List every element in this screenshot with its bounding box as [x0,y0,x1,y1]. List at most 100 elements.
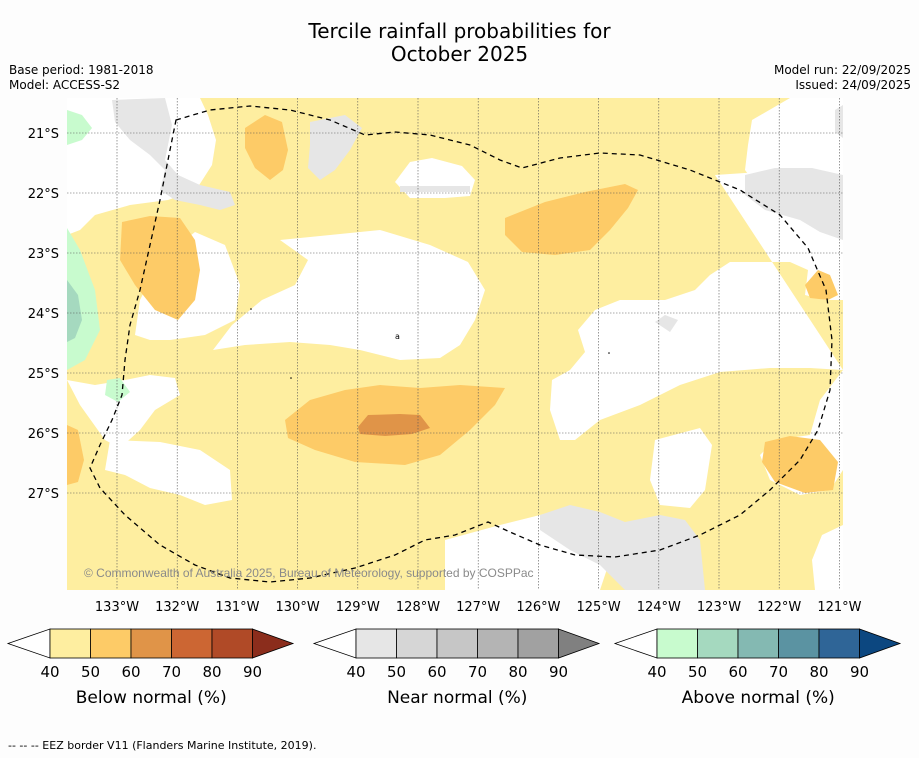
longitude-label: 121°W [817,600,861,615]
colorbars: 40 50 60 70 80 90 Below normal (%) 40 50 60 70 80 90… [6,628,902,708]
colorbar-3: 40 50 60 70 80 90 Above normal (%) [613,628,902,708]
latitude-label: 25°S [28,367,59,382]
below-normal-50-region [762,436,838,493]
colorbar-segment [355,628,397,659]
colorbar-label: Near normal (%) [387,688,527,708]
colorbar-tick: 40 [647,663,666,681]
longitude-label: 133°W [95,600,139,615]
colorbar-segment [737,628,779,659]
island-mark [608,352,610,354]
longitude-label: 132°W [155,600,199,615]
colorbar-segment [171,628,213,659]
below-normal-50-region [805,270,838,300]
no-signal-region [67,98,216,235]
above-normal-40-region [105,378,130,402]
colorbar-tick: 60 [728,663,747,681]
latitude-label: 21°S [28,127,59,142]
colorbar-tick: 80 [202,663,221,681]
map-title-line1: Tercile rainfall probabilities for [308,19,611,43]
eez-footnote: -- -- -- EEZ border V11 (Flanders Marine… [8,739,317,752]
colorbar-max-extension [252,628,295,659]
colorbar-segment [697,628,739,659]
eez-border [89,105,833,583]
colorbar-min-extension [613,628,658,659]
longitude-label: 124°W [637,600,681,615]
graticule [67,98,843,590]
colorbar-segment [49,628,91,659]
island-mark [290,377,292,379]
near-normal-40-region [112,98,235,210]
colorbar-tick: 90 [850,663,869,681]
colorbar-segment [90,628,132,659]
longitude-label: 128°W [396,600,440,615]
colorbar-1: 40 50 60 70 80 90 Below normal (%) [6,628,295,708]
near-normal-40-region [308,115,362,180]
latitude-label: 22°S [28,187,59,202]
longitude-label: 131°W [215,600,259,615]
latitude-label: 24°S [28,307,59,322]
colorbar-segment [778,628,820,659]
colorbar-tick: 60 [427,663,446,681]
colorbar-tick: 50 [688,663,707,681]
near-normal-40-region [655,315,678,332]
colorbar-tick: 70 [162,663,181,681]
island-mark [250,308,252,310]
longitude-label: 125°W [577,600,621,615]
colorbar-segment [211,628,253,659]
near-normal-40-region [400,186,470,192]
no-signal-region [105,440,232,505]
above-normal-50-region [67,280,82,342]
island-mark: a [395,332,400,341]
below-normal-50-region [245,115,288,180]
no-signal-region [650,428,712,508]
above-normal-40-region [67,110,92,145]
colorbar-segment [396,628,438,659]
issued-date: Issued: 24/09/2025 [795,78,911,92]
colorbar-min-extension [6,628,51,659]
colorbar-tick: 70 [468,663,487,681]
longitude-label: 122°W [757,600,801,615]
near-normal-40-region [540,505,705,590]
below-normal-50-region [120,216,200,320]
base-period: Base period: 1981-2018 [9,63,154,77]
longitude-label: 123°W [697,600,741,615]
no-signal-region [812,525,843,590]
below-normal-60-region [358,414,430,436]
colorbar-segment [656,628,698,659]
near-normal-40-region [745,168,843,240]
colorbar-segment [436,628,478,659]
longitude-label: 126°W [516,600,560,615]
colorbar-tick: 50 [81,663,100,681]
colorbar-tick: 90 [549,663,568,681]
colorbar-2: 40 50 60 70 80 90 Near normal (%) [312,628,601,708]
colorbar-segment [818,628,860,659]
colorbar-segment [477,628,519,659]
longitude-label: 127°W [456,600,500,615]
latitude-label: 27°S [28,487,59,502]
model-name: Model: ACCESS-S2 [9,78,121,92]
latitude-label: 23°S [28,247,59,262]
map-plot-area [67,98,843,590]
map-title-line2: October 2025 [390,42,529,66]
below-normal-50-region [67,425,84,485]
longitude-labels: 133°W 132°W 131°W 130°W 129°W 128°W 127°W 126°W… [95,600,862,615]
colorbar-segment [130,628,172,659]
longitude-label: 130°W [276,600,320,615]
colorbar-tick: 40 [40,663,59,681]
no-signal-region [213,230,485,360]
longitude-label: 129°W [336,600,380,615]
near-normal-40-region [835,105,843,138]
model-run: Model run: 22/09/2025 [773,63,911,77]
colorbar-tick: 80 [809,663,828,681]
copyright-notice: © Commonwealth of Australia 2025, Bureau… [84,566,534,580]
colorbar-tick: 80 [508,663,527,681]
colorbar-label: Below normal (%) [76,688,227,708]
colorbar-tick: 90 [243,663,262,681]
colorbar-min-extension [312,628,357,659]
colorbar-segment [517,628,559,659]
colorbar-max-extension [558,628,601,659]
no-signal-region [67,375,180,448]
colorbar-max-extension [859,628,902,659]
colorbar-tick: 40 [346,663,365,681]
